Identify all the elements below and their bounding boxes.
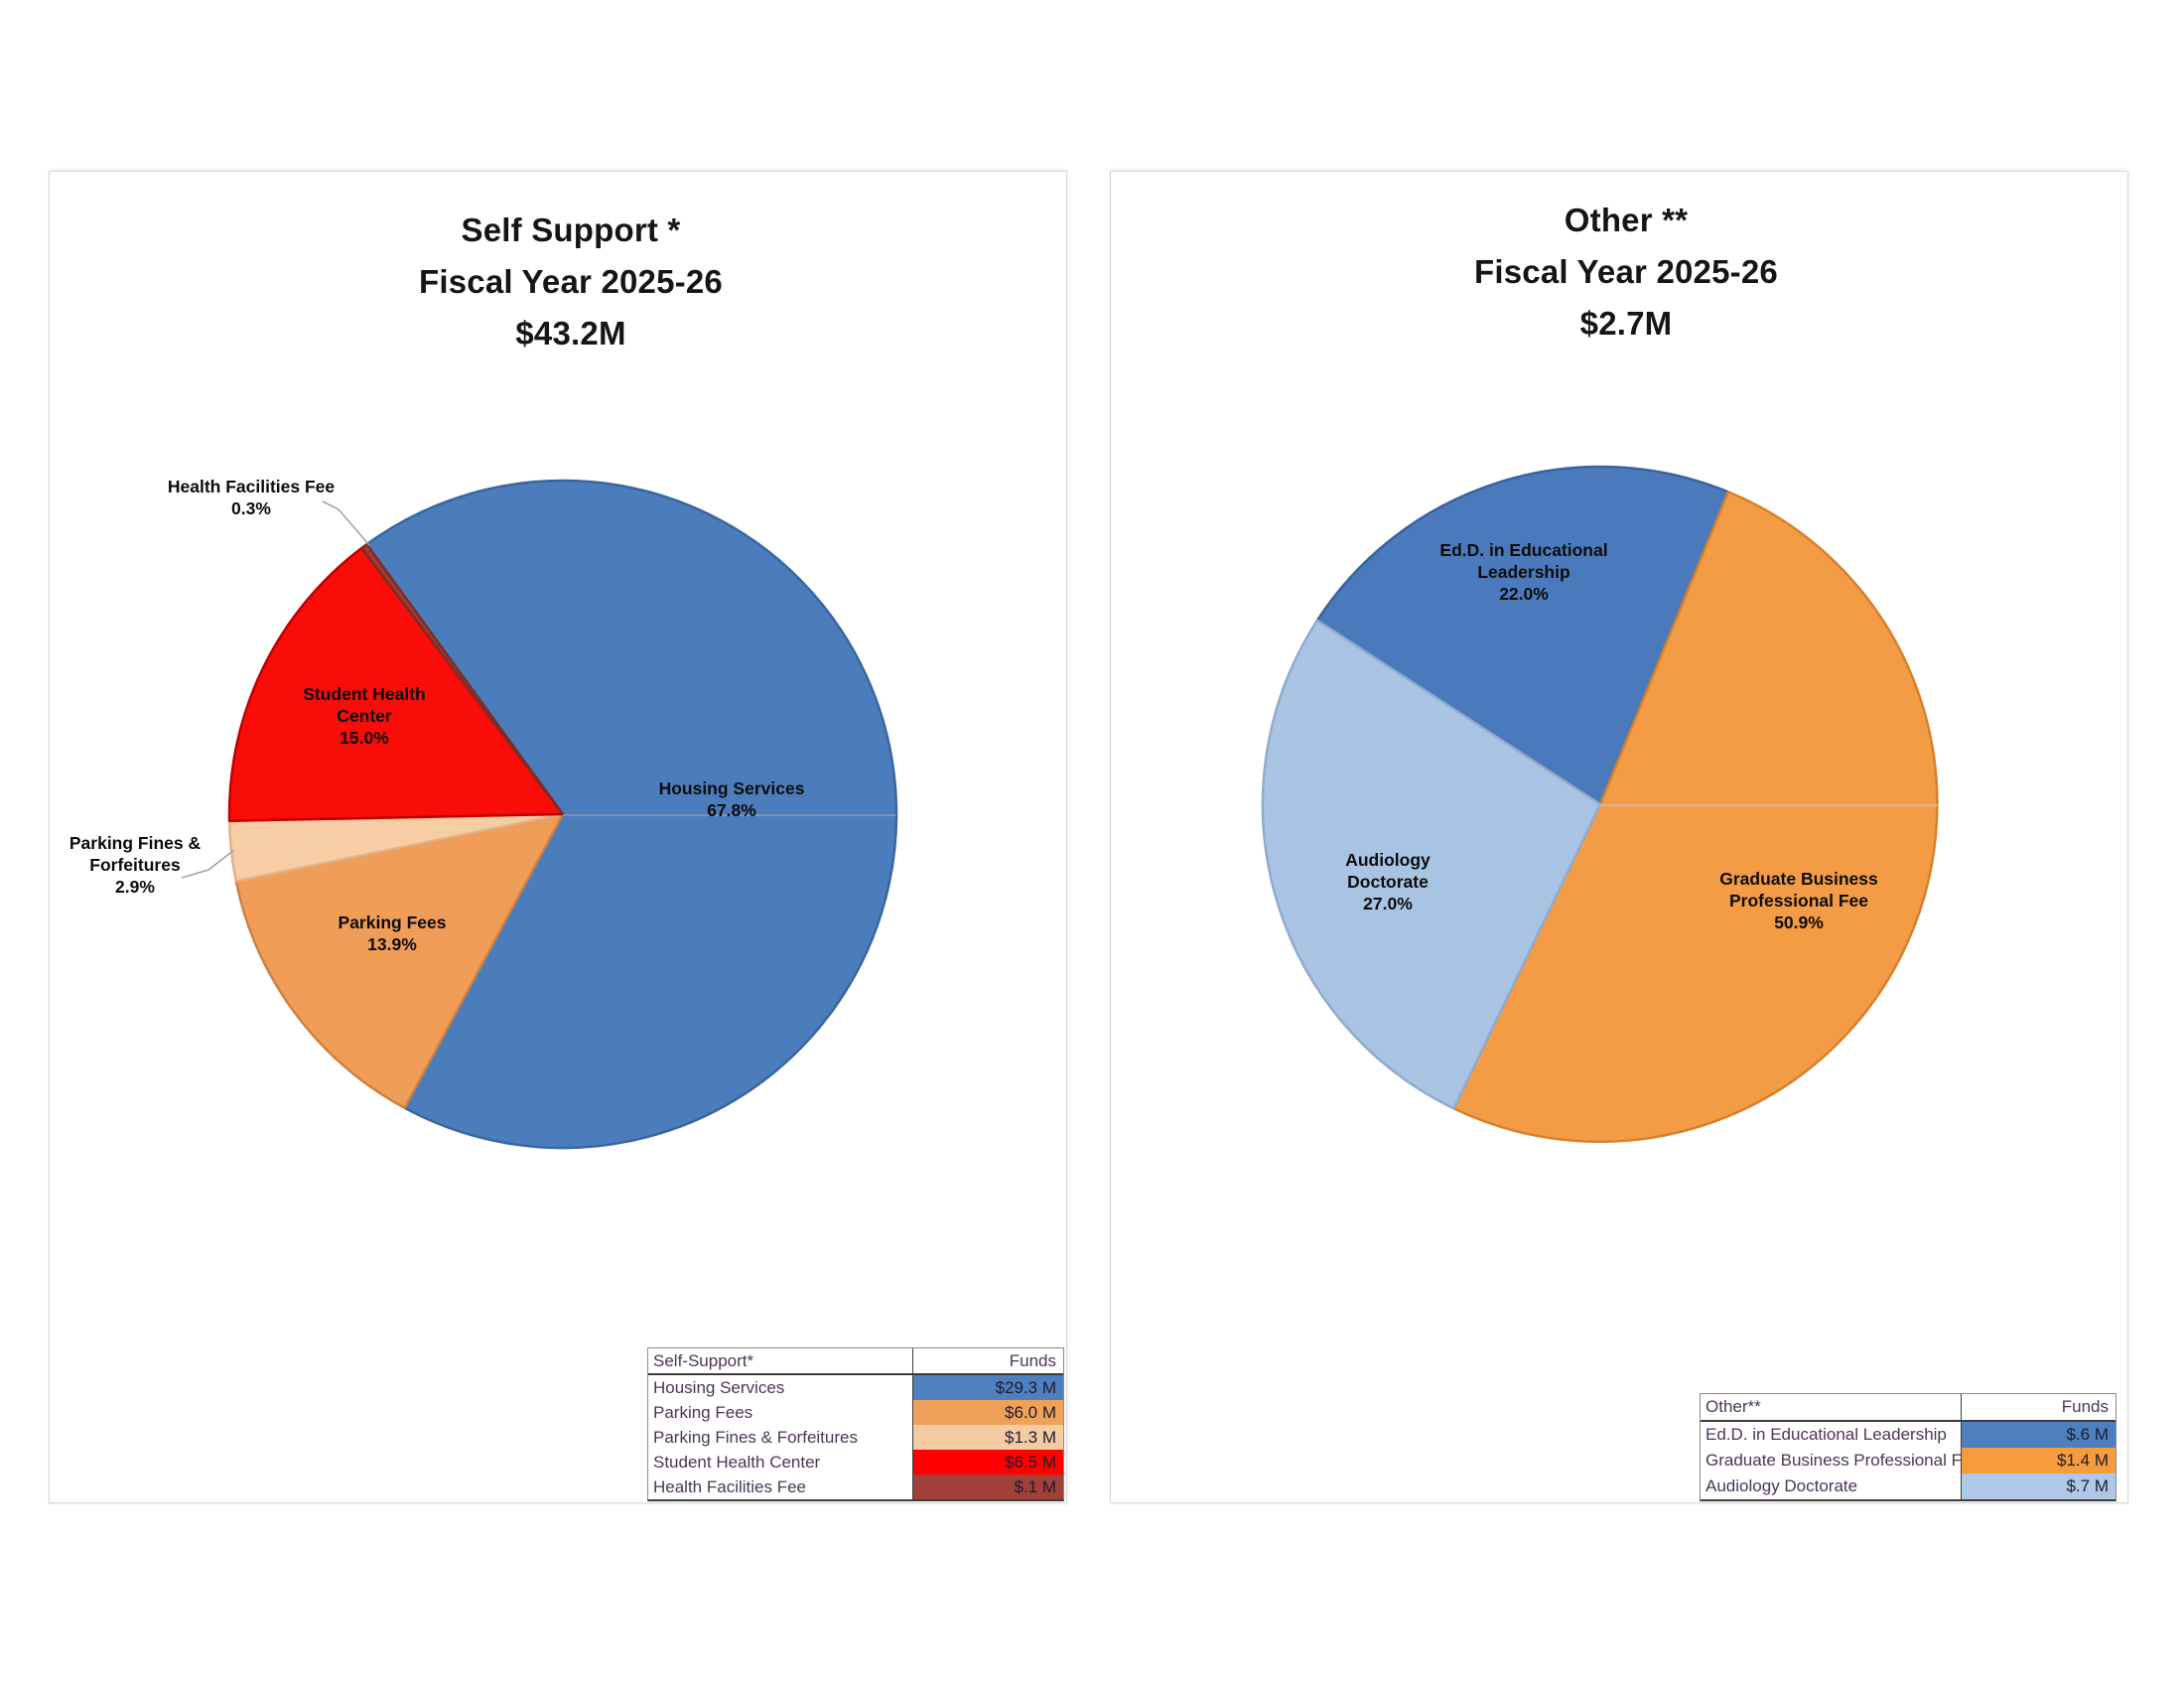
table-cell-funds: $.1 M (913, 1475, 1063, 1499)
table-cell-funds: $.7 M (1962, 1474, 2116, 1499)
table-header-label: Self-Support* (648, 1348, 913, 1373)
pie-label-student-health-center: Student Health Center 15.0% (303, 684, 426, 748)
pie-label-edd-educational-leadership: Ed.D. in Educational Leadership 22.0% (1439, 540, 1608, 604)
table-cell-label: Housing Services (648, 1375, 913, 1400)
table-row: Parking Fines & Forfeitures $1.3 M (648, 1425, 1063, 1450)
table-header-row: Other** Funds (1701, 1394, 2116, 1422)
table-cell-label: Graduate Business Professional Fee (1701, 1448, 1962, 1474)
chart-total: $43.2M (515, 315, 626, 352)
table-cell-label: Health Facilities Fee (648, 1475, 913, 1499)
table-row: Student Health Center $6.5 M (648, 1450, 1063, 1475)
other-card (1110, 171, 2128, 1503)
table-cell-label: Audiology Doctorate (1701, 1474, 1962, 1499)
table-row: Audiology Doctorate $.7 M (1701, 1474, 2116, 1499)
table-row: Health Facilities Fee $.1 M (648, 1475, 1063, 1499)
other-table: Other** Funds Ed.D. in Educational Leaders… (1700, 1393, 2116, 1501)
table-cell-funds: $6.5 M (913, 1450, 1063, 1475)
pie-label-housing-services: Housing Services 67.8% (658, 778, 805, 820)
self-support-card (49, 171, 1067, 1503)
table-cell-funds: $6.0 M (913, 1400, 1063, 1425)
table-cell-label: Ed.D. in Educational Leadership (1701, 1422, 1962, 1448)
pie-label-parking-fees: Parking Fees 13.9% (338, 913, 447, 954)
table-cell-label: Parking Fines & Forfeitures (648, 1425, 913, 1450)
chart-subtitle: Fiscal Year 2025-26 (419, 263, 723, 300)
other-title-block: Other ** Fiscal Year 2025-26 $2.7M (1308, 195, 1944, 350)
table-cell-funds: $1.4 M (1962, 1448, 2116, 1474)
table-header-label: Other** (1701, 1394, 1962, 1420)
table-cell-label: Student Health Center (648, 1450, 913, 1475)
self-support-title-block: Self Support * Fiscal Year 2025-26 $43.2… (253, 205, 888, 359)
table-cell-funds: $29.3 M (913, 1375, 1063, 1400)
pie-label-audiology-doctorate: Audiology Doctorate 27.0% (1345, 850, 1431, 914)
table-row: Graduate Business Professional Fee $1.4 M (1701, 1448, 2116, 1474)
table-cell-funds: $.6 M (1962, 1422, 2116, 1448)
pie-label-graduate-business-professional-fee: Graduate Business Professional Fee 50.9% (1719, 869, 1878, 932)
chart-title: Self Support * (461, 211, 681, 248)
table-row: Ed.D. in Educational Leadership $.6 M (1701, 1422, 2116, 1448)
chart-total: $2.7M (1579, 305, 1673, 342)
table-cell-funds: $1.3 M (913, 1425, 1063, 1450)
table-header-funds: Funds (1009, 1350, 1056, 1370)
chart-subtitle: Fiscal Year 2025-26 (1474, 253, 1778, 290)
self-support-table: Self-Support* Funds Housing Services $29.3 … (647, 1347, 1064, 1501)
table-row: Housing Services $29.3 M (648, 1375, 1063, 1400)
table-cell-label: Parking Fees (648, 1400, 913, 1425)
pie-label-health-facilities-fee: Health Facilities Fee 0.3% (167, 477, 336, 518)
table-row: Parking Fees $6.0 M (648, 1400, 1063, 1425)
table-header-row: Self-Support* Funds (648, 1348, 1063, 1375)
chart-title: Other ** (1564, 202, 1689, 238)
table-header-funds: Funds (2061, 1397, 2109, 1416)
pie-label-parking-fines-forfeitures: Parking Fines & Forfeitures 2.9% (68, 833, 202, 897)
